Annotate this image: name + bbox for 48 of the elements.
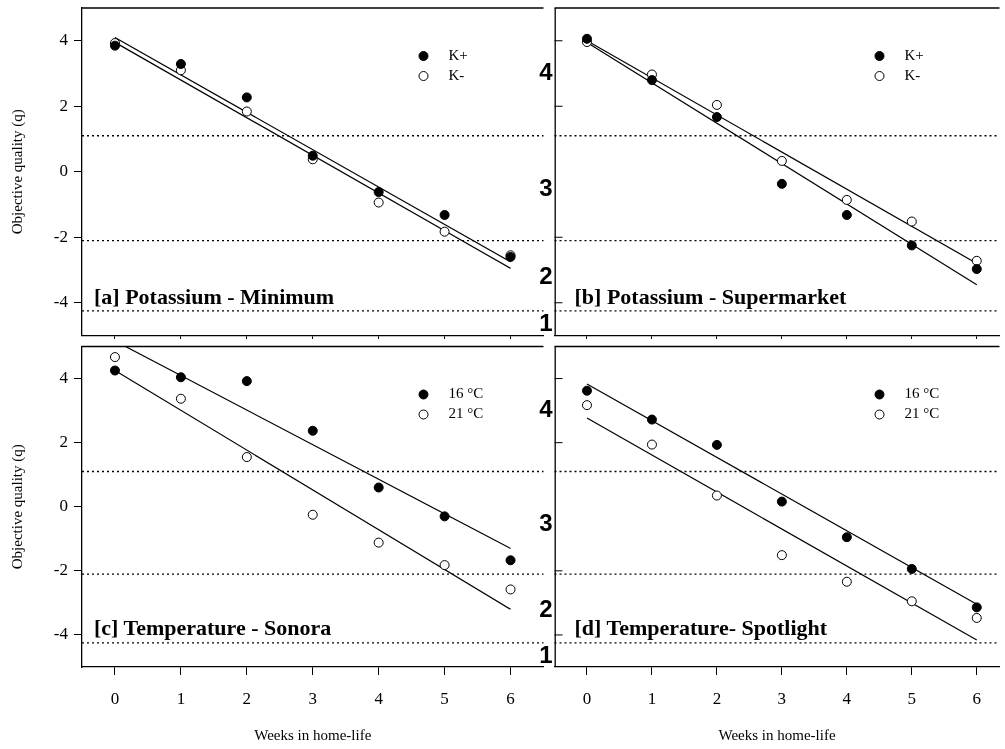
legend-label: K-	[904, 66, 921, 83]
x-tick-label: 2	[242, 688, 252, 708]
annotation: 1	[539, 640, 553, 668]
x-axis-title: Weeks in home-life	[718, 726, 836, 743]
y-tick-label: 2	[59, 95, 68, 115]
legend-label: K-	[448, 66, 465, 83]
y-tick-label: 4	[59, 368, 69, 388]
x-tick-label: 0	[110, 688, 120, 708]
legend-label: 16 °C	[904, 385, 940, 402]
y-tick-label: 0	[59, 496, 68, 516]
annotation: 2	[539, 261, 553, 289]
text: [b] Potassium - Supermarket	[574, 283, 848, 309]
y-tick-label: 2	[59, 432, 68, 452]
x-tick-label: 6	[972, 688, 982, 708]
y-tick-label: -2	[53, 560, 68, 580]
x-tick-label: 4	[374, 688, 384, 708]
legend-label: 21 °C	[448, 405, 484, 422]
legend-label: K+	[448, 46, 468, 63]
legend-label: K+	[904, 46, 924, 63]
x-tick-label: 1	[176, 688, 186, 708]
annotation: 4	[539, 57, 553, 85]
annotation: 2	[539, 594, 553, 622]
annotation: 3	[539, 174, 553, 202]
annotation: 3	[539, 508, 553, 536]
text: [d] Temperature- Spotlight	[574, 615, 828, 640]
x-axis-title: Weeks in home-life	[254, 726, 372, 743]
x-tick-label: 5	[440, 688, 449, 708]
x-tick-label: 3	[308, 688, 317, 708]
x-tick-label: 3	[777, 688, 787, 708]
text: [c] Temperature - Sonora	[94, 615, 332, 640]
y-tick-label: -4	[53, 292, 69, 312]
y-tick-label: 4	[59, 30, 69, 50]
x-tick-label: 5	[907, 688, 917, 708]
x-tick-label: 0	[582, 688, 592, 708]
annotation: 1	[539, 309, 553, 337]
y-tick-label: 0	[59, 161, 68, 181]
x-tick-label: 1	[647, 688, 657, 708]
annotation: 4	[539, 394, 553, 422]
x-tick-label: 4	[842, 688, 852, 708]
legend-label: 21 °C	[904, 405, 940, 422]
y-axis-title: Objective quality (q)	[8, 444, 26, 570]
y-axis-title: Objective quality (q)	[8, 109, 26, 235]
legend-label: 16 °C	[448, 385, 484, 402]
y-tick-label: -2	[53, 226, 68, 246]
text: [a] Potassium - Minimum	[94, 283, 335, 309]
x-tick-label: 2	[712, 688, 722, 708]
y-tick-label: -4	[53, 624, 69, 644]
x-tick-label: 6	[506, 688, 515, 708]
